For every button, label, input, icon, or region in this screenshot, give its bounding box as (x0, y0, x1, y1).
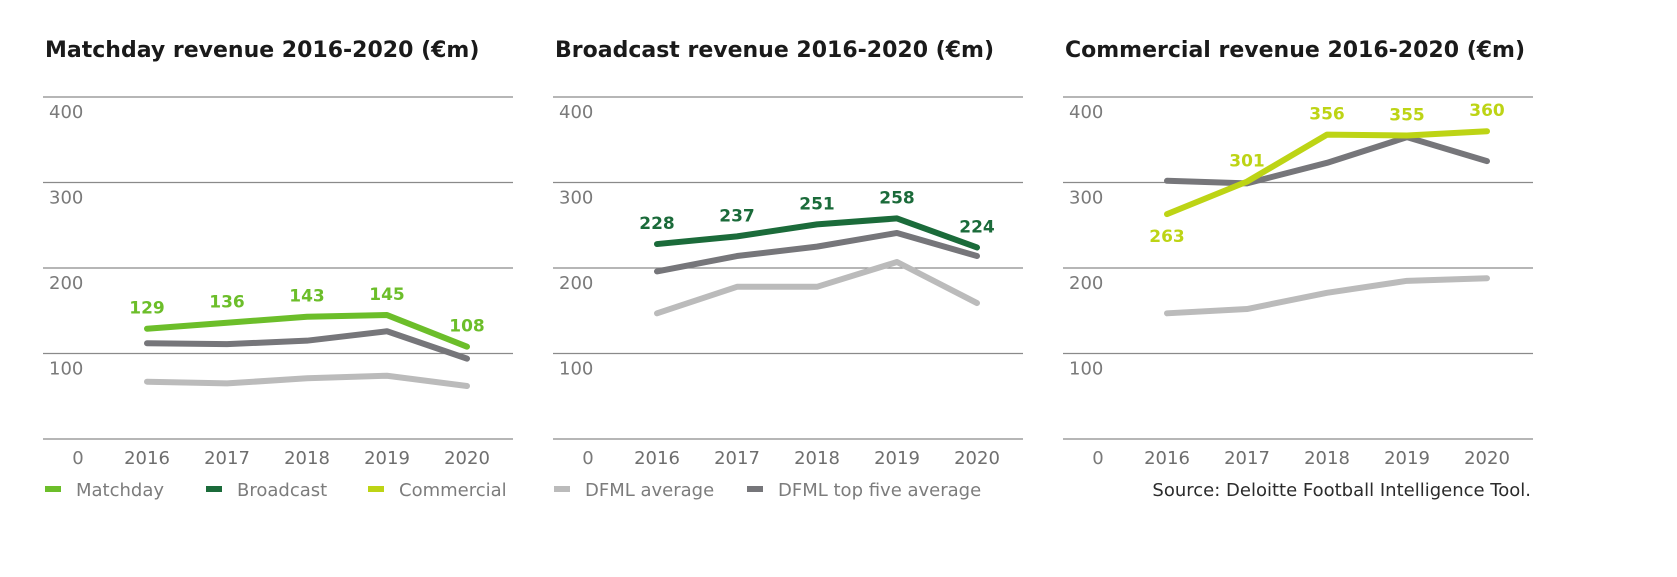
chart-2: Commercial revenue 2016-2020 (€m) 0 100 200… (1063, 38, 1533, 469)
legend-item-commercial: Commercial (368, 480, 507, 501)
legend-item-matchday: Matchday (45, 480, 164, 501)
x-tick-label: 2017 (1224, 448, 1270, 469)
y-tick-label: 0 (582, 448, 593, 469)
data-label: 360 (1469, 101, 1505, 121)
x-tick-label: 2017 (204, 448, 250, 469)
legend-swatch (747, 486, 763, 492)
chart-0: Matchday revenue 2016-2020 (€m) 0 100 200 30… (43, 38, 513, 469)
chart-title: Commercial revenue 2016-2020 (€m) (1065, 38, 1525, 63)
x-tick-label: 2020 (954, 448, 1000, 469)
y-tick-label: 300 (559, 188, 593, 209)
legend-swatch (45, 486, 61, 492)
data-label: 224 (959, 217, 995, 237)
legend-item-dfml-average: DFML average (554, 480, 714, 501)
legend-swatch (554, 486, 570, 492)
x-tick-label: 2019 (874, 448, 920, 469)
x-tick-label: 2018 (284, 448, 330, 469)
x-tick-label: 2016 (1144, 448, 1190, 469)
data-label: 263 (1149, 227, 1185, 247)
y-tick-label: 200 (49, 273, 83, 294)
chart-title: Matchday revenue 2016-2020 (€m) (45, 38, 479, 63)
data-label: 129 (129, 299, 165, 319)
legend: Matchday Broadcast Commercial DFML average D… (45, 480, 981, 501)
y-tick-label: 100 (49, 359, 83, 380)
legend-label: Broadcast (237, 480, 327, 501)
legend-item-dfml-top-five: DFML top five average (747, 480, 981, 501)
x-tick-label: 2020 (444, 448, 490, 469)
x-tick-label: 2019 (1384, 448, 1430, 469)
y-tick-label: 100 (559, 359, 593, 380)
data-label: 356 (1309, 105, 1345, 125)
data-label: 143 (289, 287, 325, 307)
y-tick-label: 200 (559, 273, 593, 294)
data-label: 355 (1389, 105, 1425, 125)
legend-label: DFML top five average (778, 480, 981, 501)
legend-item-broadcast: Broadcast (206, 480, 327, 501)
x-tick-label: 2018 (1304, 448, 1350, 469)
data-label: 108 (449, 317, 485, 337)
series-line-dfml-average (654, 259, 980, 317)
legend-swatch (368, 486, 384, 492)
legend-label: Matchday (76, 480, 164, 501)
y-tick-label: 400 (49, 102, 83, 123)
data-label: 228 (639, 214, 675, 234)
y-tick-label: 400 (1069, 102, 1103, 123)
source-note: Source: Deloitte Football Intelligence T… (1152, 480, 1531, 501)
series-line-dfml-average (144, 372, 470, 389)
y-tick-label: 100 (1069, 359, 1103, 380)
series-line-dfml-top-five (144, 328, 470, 362)
data-label: 301 (1229, 152, 1265, 172)
x-tick-label: 2019 (364, 448, 410, 469)
data-label: 258 (879, 188, 915, 208)
y-tick-label: 300 (49, 188, 83, 209)
y-tick-label: 300 (1069, 188, 1103, 209)
x-tick-label: 2020 (1464, 448, 1510, 469)
chart-title: Broadcast revenue 2016-2020 (€m) (555, 38, 994, 63)
legend-swatch (206, 486, 222, 492)
y-tick-label: 400 (559, 102, 593, 123)
x-tick-label: 2018 (794, 448, 840, 469)
legend-label: DFML average (585, 480, 714, 501)
y-tick-label: 200 (1069, 273, 1103, 294)
y-tick-label: 0 (1092, 448, 1103, 469)
data-label: 251 (799, 194, 835, 214)
series-line-dfml-top-five (1164, 134, 1490, 187)
data-label: 136 (209, 293, 245, 313)
chart-1: Broadcast revenue 2016-2020 (€m) 0 100 200 3… (553, 38, 1023, 469)
x-tick-label: 2016 (124, 448, 170, 469)
series-line-dfml-average (1164, 275, 1490, 317)
data-label: 145 (369, 285, 405, 305)
y-tick-label: 0 (72, 448, 83, 469)
x-tick-label: 2016 (634, 448, 680, 469)
x-tick-label: 2017 (714, 448, 760, 469)
data-label: 237 (719, 206, 755, 226)
legend-label: Commercial (399, 480, 507, 501)
